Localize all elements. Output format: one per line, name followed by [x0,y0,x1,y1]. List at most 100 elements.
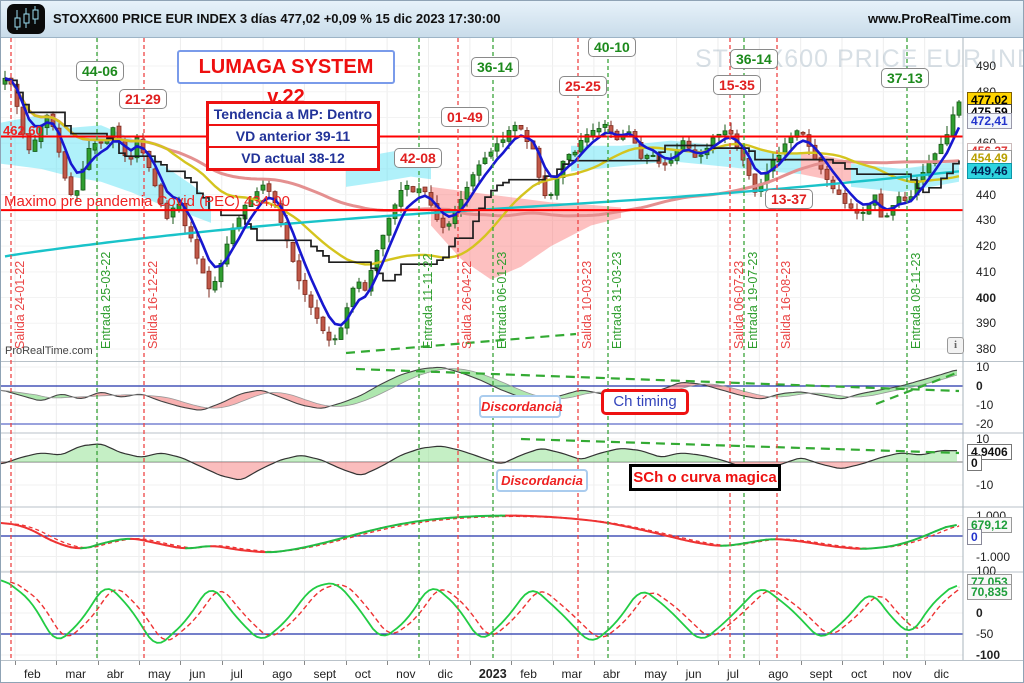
event-label-salida[interactable]: Salida 16-08-23 [779,260,793,349]
month-label: jul [726,667,739,681]
month-tick [469,661,471,665]
month-tick [676,661,678,665]
month-tick [139,661,141,665]
discordancia-upper-box[interactable]: Discordancia [479,395,563,418]
month-label: oct [354,667,371,681]
month-tick [221,661,223,665]
month-label: feb [520,667,537,681]
signal-code-label[interactable]: 37-13 [881,68,929,88]
price-tick: 440 [976,187,997,202]
month-label: may [644,667,667,681]
event-label-salida[interactable]: Salida 16-12-22 [146,260,160,349]
signal-code-label[interactable]: 25-25 [559,76,607,96]
event-label-entrada[interactable]: Entrada 11-11-22 [421,253,435,349]
event-label-entrada[interactable]: Entrada 31-03-23 [610,251,624,349]
month-tick [428,661,430,665]
price-tag-zblue: 0 [967,529,982,545]
chart-header: STOXX600 PRICE EUR INDEX 3 días 477,02 +… [1,1,1023,38]
price-tag-green: 70,835 [967,584,1012,601]
gridlines [1,38,963,660]
month-tick [883,661,885,665]
trendline[interactable] [520,437,960,455]
event-label-salida[interactable]: Salida 06-07-23 [732,260,746,349]
month-tick [15,661,16,665]
price-tag-blue: 472,41 [967,113,1012,130]
month-tick [56,661,58,665]
lumaga-title-box[interactable]: LUMAGA SYSTEM v.22 [177,50,395,108]
signal-code-label[interactable]: 15-35 [713,75,761,95]
prorealtime-url[interactable]: www.ProRealTime.com [867,11,1011,26]
month-label: feb [24,667,41,681]
month-label: mar [561,667,583,681]
discordancia-lower-box[interactable]: Discordancia [496,469,588,492]
month-tick [552,661,554,665]
signal-code-label[interactable]: 13-37 [765,189,813,209]
candlestick-logo-icon[interactable] [7,4,45,34]
month-label: dic [933,667,950,681]
price-tick: 490 [976,59,997,73]
p3-tick: -10 [976,478,994,492]
month-tick [511,661,513,665]
trendline[interactable] [345,332,577,355]
trendline[interactable] [355,367,960,393]
prepandemia-level-label: Maximo pre pandemia Covid (PEC) 434,00 [4,193,290,210]
month-label: may [148,667,171,681]
month-tick [180,661,182,665]
signal-code-label[interactable]: 01-49 [441,107,489,127]
event-label-entrada[interactable]: Entrada 19-07-23 [746,251,760,349]
prorealtime-credit: ProRealTime.com [5,345,93,357]
event-label-entrada[interactable]: Entrada 06-01-23 [495,251,509,349]
month-label: mar [65,667,87,681]
price-tick: 380 [976,341,997,356]
info-button[interactable]: i [947,337,964,354]
level-462-label: 462,60 [3,123,43,138]
price-tick: 430 [976,213,997,228]
month-tick [97,661,99,665]
month-tick [387,661,389,665]
price-tag-cyan: 449,46 [967,163,1012,180]
event-label-entrada[interactable]: Entrada 08-11-23 [909,252,923,349]
month-tick [263,661,265,665]
month-label: abr [602,667,621,681]
month-tick [842,661,843,665]
month-label: ago [272,667,293,681]
event-label-salida[interactable]: Salida 10-03-23 [580,260,594,349]
month-label: jun [189,667,206,681]
signal-code-label[interactable]: 21-29 [119,89,167,109]
p4-tick: -1.000 [976,549,1011,564]
month-label: jul [230,667,243,681]
signal-code-label[interactable]: 36-14 [730,49,778,69]
tendencia-line-1: Tendencia a MP: Dentro [209,104,377,126]
price-tick: 410 [976,264,997,279]
tendencia-box[interactable]: Tendencia a MP: Dentro VD anterior 39-11… [206,101,380,171]
month-tick [800,661,802,665]
month-tick [635,661,637,665]
event-label-salida[interactable]: Salida 24-01-22 [13,260,27,349]
p5-tick: 0 [976,606,983,620]
month-label: nov [396,667,416,681]
event-label-salida[interactable]: Salida 26-04-22 [460,260,474,349]
month-tick [717,661,719,665]
p2-tick: 0 [976,379,983,393]
price-tick: 400 [976,290,997,305]
month-label: nov [892,667,912,681]
month-label: sept [313,667,337,681]
sch-curva-magica-box[interactable]: SCh o curva magica [629,464,781,491]
month-tick [304,661,306,665]
month-label: oct [851,667,868,681]
signal-code-label[interactable]: 44-06 [76,61,124,81]
p2-tick: -10 [976,398,994,412]
ch-timing-box[interactable]: Ch timing [601,389,689,415]
p3-tick: 10 [976,432,990,446]
signal-code-label[interactable]: 36-14 [471,57,519,77]
month-label: 2023 [478,667,507,681]
event-label-entrada[interactable]: Entrada 25-03-22 [99,251,113,349]
signal-code-label[interactable]: 40-10 [588,37,636,57]
signal-code-label[interactable]: 42-08 [394,148,442,168]
month-label: sept [809,667,833,681]
price-tag-black: 0 [967,455,982,471]
month-tick [593,661,595,665]
month-tick [345,661,347,665]
